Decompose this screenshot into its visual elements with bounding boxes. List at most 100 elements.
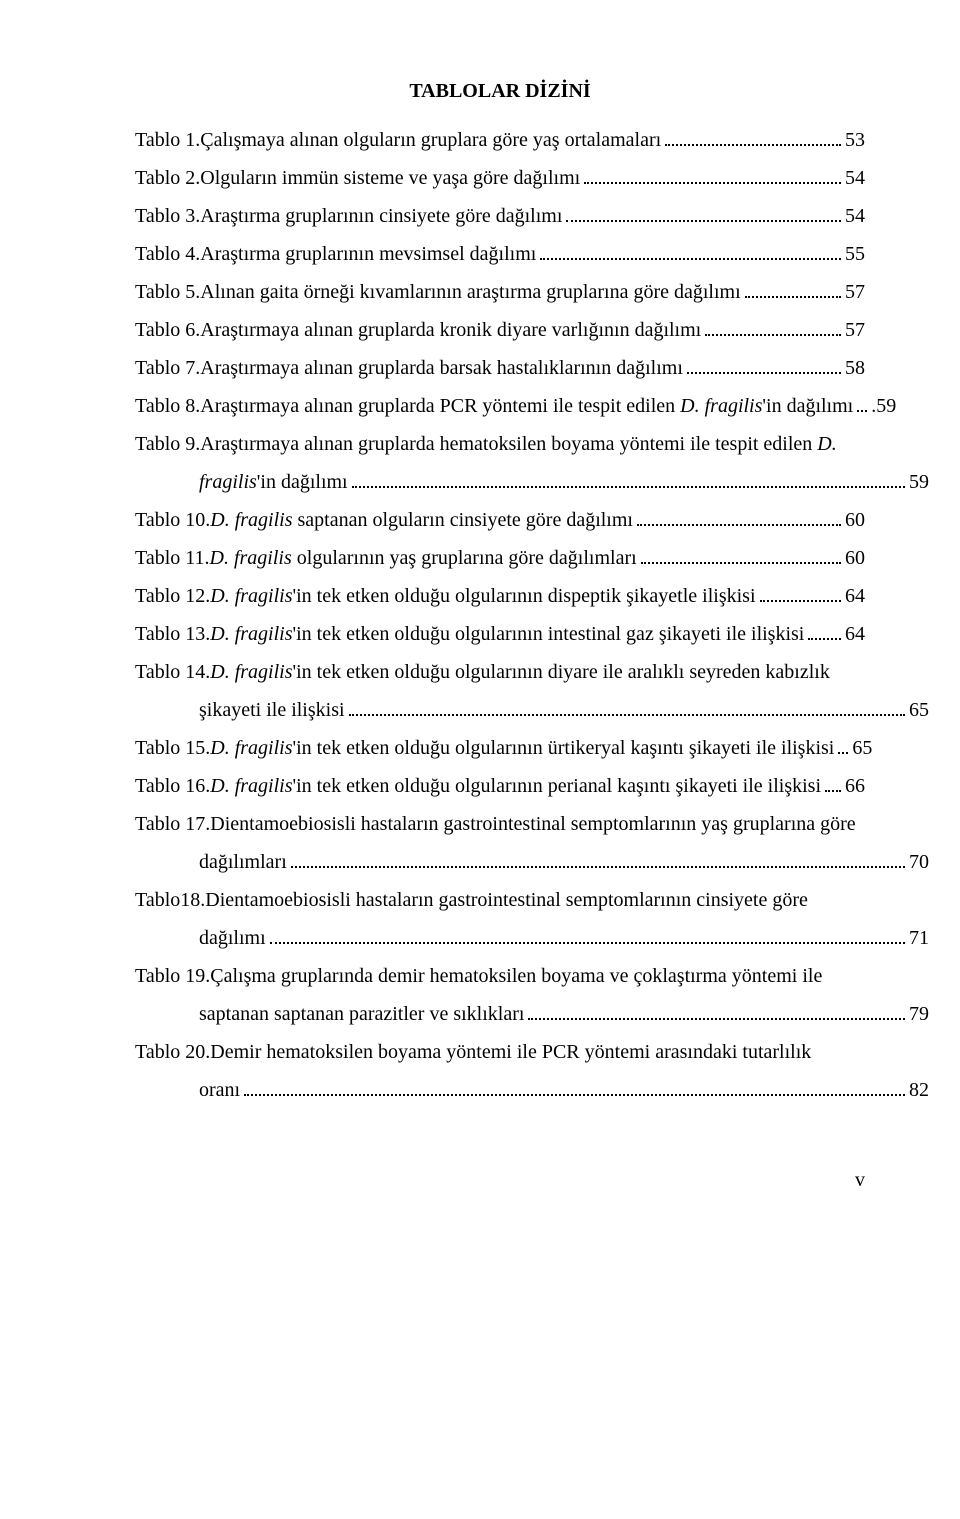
leader-dots bbox=[540, 242, 841, 260]
toc-row: Tablo 9. Araştırmaya alınan gruplarda he… bbox=[135, 425, 865, 463]
leader-dots bbox=[745, 280, 841, 298]
toc-row: Tablo 12. D. fragilis'in tek etken olduğ… bbox=[135, 577, 865, 615]
toc-page-number: 54 bbox=[845, 159, 865, 197]
toc-label: Tablo18. bbox=[135, 881, 205, 919]
toc-label: Tablo 19. bbox=[135, 957, 210, 995]
toc-text: Araştırma gruplarının cinsiyete göre dağ… bbox=[200, 197, 562, 235]
leader-dots bbox=[641, 546, 841, 564]
toc-row: Tablo 20. Demir hematoksilen boyama yönt… bbox=[135, 1033, 865, 1071]
toc-label: Tablo 15. bbox=[135, 729, 210, 767]
toc-text: D. fragilis'in tek etken olduğu olguları… bbox=[210, 767, 821, 805]
toc-entry: Tablo 14. D. fragilis'in tek etken olduğ… bbox=[135, 653, 865, 729]
toc-row: Tablo 15. D. fragilis'in tek etken olduğ… bbox=[135, 729, 865, 767]
toc-row: Tablo 16. D. fragilis'in tek etken olduğ… bbox=[135, 767, 865, 805]
toc-page-number: 79 bbox=[909, 995, 929, 1033]
toc-text: Araştırma gruplarının mevsimsel dağılımı bbox=[200, 235, 536, 273]
toc-page-number: 55 bbox=[845, 235, 865, 273]
toc-continuation: oranı 82 bbox=[135, 1071, 929, 1109]
toc-label: Tablo 17. bbox=[135, 805, 210, 843]
toc-row: Tablo 14. D. fragilis'in tek etken olduğ… bbox=[135, 653, 865, 691]
leader-dots bbox=[566, 204, 841, 222]
leader-dots bbox=[705, 318, 841, 336]
toc-label: Tablo 14. bbox=[135, 653, 210, 691]
toc-label: Tablo 2. bbox=[135, 159, 200, 197]
footer-page-number: v bbox=[135, 1169, 865, 1192]
leader-dots bbox=[857, 394, 867, 412]
leader-dots bbox=[808, 622, 841, 640]
toc-text: D. fragilis'in tek etken olduğu olguları… bbox=[210, 615, 804, 653]
toc-entry: Tablo 3. Araştırma gruplarının cinsiyete… bbox=[135, 197, 865, 235]
toc-text: dağılımı bbox=[199, 919, 266, 957]
leader-dots bbox=[584, 166, 841, 184]
leader-dots bbox=[760, 584, 841, 602]
toc-entry: Tablo 5. Alınan gaita örneği kıvamlarını… bbox=[135, 273, 865, 311]
toc-text: oranı bbox=[199, 1071, 240, 1109]
table-of-contents: Tablo 1. Çalışmaya alınan olguların grup… bbox=[135, 121, 865, 1109]
toc-row: Tablo 5. Alınan gaita örneği kıvamlarını… bbox=[135, 273, 865, 311]
toc-row: Tablo 10. D. fragilis saptanan olguların… bbox=[135, 501, 865, 539]
toc-row: Tablo 1. Çalışmaya alınan olguların grup… bbox=[135, 121, 865, 159]
toc-text: D. fragilis'in tek etken olduğu olguları… bbox=[210, 729, 834, 767]
leader-dots bbox=[825, 774, 841, 792]
toc-label: Tablo 9. bbox=[135, 425, 200, 463]
toc-page-number: 59 bbox=[909, 463, 929, 501]
toc-label: Tablo 1. bbox=[135, 121, 200, 159]
toc-label: Tablo 3. bbox=[135, 197, 200, 235]
toc-entry: Tablo 8. Araştırmaya alınan gruplarda PC… bbox=[135, 387, 865, 425]
toc-text: D. fragilis saptanan olguların cinsiyete… bbox=[210, 501, 633, 539]
toc-text: Araştırmaya alınan gruplarda barsak hast… bbox=[200, 349, 683, 387]
toc-entry: Tablo 20. Demir hematoksilen boyama yönt… bbox=[135, 1033, 865, 1109]
toc-label: Tablo 5. bbox=[135, 273, 200, 311]
toc-text: D. fragilis'in tek etken olduğu olguları… bbox=[210, 577, 755, 615]
toc-text: Alınan gaita örneği kıvamlarının araştır… bbox=[200, 273, 740, 311]
toc-text: fragilis'in dağılımı bbox=[199, 463, 348, 501]
toc-page-number: 82 bbox=[909, 1071, 929, 1109]
leader-dots bbox=[665, 128, 841, 146]
toc-text: dağılımları bbox=[199, 843, 287, 881]
toc-page-number: .59 bbox=[871, 387, 896, 425]
toc-entry: Tablo 16. D. fragilis'in tek etken olduğ… bbox=[135, 767, 865, 805]
toc-page-number: 65 bbox=[852, 729, 872, 767]
toc-page-number: 64 bbox=[845, 577, 865, 615]
toc-continuation: dağılımı71 bbox=[135, 919, 929, 957]
toc-page-number: 60 bbox=[845, 539, 865, 577]
leader-dots bbox=[838, 736, 848, 754]
toc-text: D. fragilis olgularının yaş gruplarına g… bbox=[210, 539, 637, 577]
toc-label: Tablo 8. bbox=[135, 387, 200, 425]
toc-row: Tablo 3. Araştırma gruplarının cinsiyete… bbox=[135, 197, 865, 235]
toc-row: Tablo 2. Olguların immün sisteme ve yaşa… bbox=[135, 159, 865, 197]
toc-continuation: saptanan saptanan parazitler ve sıklıkla… bbox=[135, 995, 929, 1033]
toc-entry: Tablo 13. D. fragilis'in tek etken olduğ… bbox=[135, 615, 865, 653]
toc-row: Tablo 7. Araştırmaya alınan gruplarda ba… bbox=[135, 349, 865, 387]
toc-label: Tablo 20. bbox=[135, 1033, 210, 1071]
toc-entry: Tablo18. Dientamoebiosisli hastaların ga… bbox=[135, 881, 865, 957]
toc-page-number: 66 bbox=[845, 767, 865, 805]
toc-text: D. fragilis'in tek etken olduğu olguları… bbox=[210, 653, 830, 691]
toc-label: Tablo 10. bbox=[135, 501, 210, 539]
toc-label: Tablo 11. bbox=[135, 539, 210, 577]
toc-page-number: 64 bbox=[845, 615, 865, 653]
toc-row: Tablo18. Dientamoebiosisli hastaların ga… bbox=[135, 881, 865, 919]
toc-page-number: 58 bbox=[845, 349, 865, 387]
toc-label: Tablo 16. bbox=[135, 767, 210, 805]
toc-continuation: dağılımları70 bbox=[135, 843, 929, 881]
toc-label: Tablo 13. bbox=[135, 615, 210, 653]
toc-page-number: 65 bbox=[909, 691, 929, 729]
toc-entry: Tablo 9. Araştırmaya alınan gruplarda he… bbox=[135, 425, 865, 501]
toc-row: Tablo 6. Araştırmaya alınan gruplarda kr… bbox=[135, 311, 865, 349]
leader-dots bbox=[528, 1002, 905, 1020]
leader-dots bbox=[352, 470, 905, 488]
toc-entry: Tablo 2. Olguların immün sisteme ve yaşa… bbox=[135, 159, 865, 197]
page-title: TABLOLAR DİZİNİ bbox=[135, 80, 865, 103]
toc-entry: Tablo 19. Çalışma gruplarında demir hema… bbox=[135, 957, 865, 1033]
toc-text: saptanan saptanan parazitler ve sıklıkla… bbox=[199, 995, 524, 1033]
toc-entry: Tablo 10. D. fragilis saptanan olguların… bbox=[135, 501, 865, 539]
toc-entry: Tablo 17. Dientamoebiosisli hastaların g… bbox=[135, 805, 865, 881]
leader-dots bbox=[637, 508, 841, 526]
toc-continuation: fragilis'in dağılımı 59 bbox=[135, 463, 929, 501]
leader-dots bbox=[349, 698, 905, 716]
toc-text: Dientamoebiosisli hastaların gastrointes… bbox=[210, 805, 855, 843]
toc-row: Tablo 11. D. fragilis olgularının yaş gr… bbox=[135, 539, 865, 577]
toc-text: şikayeti ile ilişkisi bbox=[199, 691, 345, 729]
toc-page-number: 53 bbox=[845, 121, 865, 159]
